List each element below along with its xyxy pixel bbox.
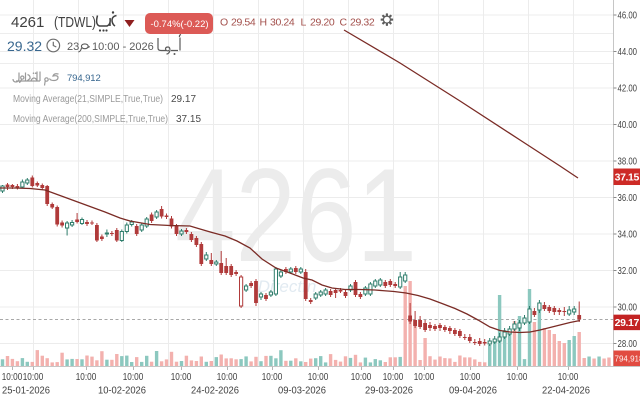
svg-text:37.15: 37.15 bbox=[176, 114, 201, 125]
svg-text:10-02-2026: 10-02-2026 bbox=[98, 386, 146, 397]
svg-text:09-03-2026: 09-03-2026 bbox=[278, 386, 326, 397]
svg-text:30.00: 30.00 bbox=[618, 302, 638, 314]
svg-text:C: C bbox=[340, 17, 348, 29]
svg-text:10:00: 10:00 bbox=[2, 372, 23, 383]
svg-text:10:00: 10:00 bbox=[308, 372, 329, 383]
svg-text:30.24: 30.24 bbox=[270, 17, 295, 29]
svg-text:29.17: 29.17 bbox=[171, 94, 196, 105]
svg-text:10:00: 10:00 bbox=[460, 372, 481, 383]
svg-text:29-03-2026: 29-03-2026 bbox=[365, 386, 413, 397]
svg-text:794,912: 794,912 bbox=[67, 73, 101, 84]
svg-text:22-04-2026: 22-04-2026 bbox=[542, 386, 590, 397]
svg-text:36.00: 36.00 bbox=[618, 192, 638, 204]
svg-text:794,918: 794,918 bbox=[615, 355, 640, 364]
svg-text:O: O bbox=[220, 17, 228, 29]
svg-text:32.00: 32.00 bbox=[618, 265, 638, 277]
svg-text:25-01-2026: 25-01-2026 bbox=[2, 386, 50, 397]
svg-text:44.00: 44.00 bbox=[618, 46, 638, 58]
svg-text:38.00: 38.00 bbox=[618, 156, 638, 168]
svg-text:-0.74%(-0.22): -0.74%(-0.22) bbox=[150, 19, 208, 30]
svg-text:Moving Average(200,SIMPLE,True: Moving Average(200,SIMPLE,True,True) bbox=[13, 114, 168, 125]
svg-text:40.00: 40.00 bbox=[618, 119, 638, 131]
svg-text:L: L bbox=[301, 17, 307, 29]
svg-text:H: H bbox=[260, 17, 267, 29]
svg-text:4261: 4261 bbox=[11, 14, 44, 31]
svg-text:10:00: 10:00 bbox=[351, 372, 372, 383]
svg-text:10:00: 10:00 bbox=[507, 372, 528, 383]
svg-text:10:00: 10:00 bbox=[414, 372, 435, 383]
svg-text:10:00: 10:00 bbox=[76, 372, 97, 383]
svg-text:10:00: 10:00 bbox=[383, 372, 404, 383]
svg-text:09-04-2026: 09-04-2026 bbox=[449, 386, 497, 397]
svg-text:4261: 4261 bbox=[175, 142, 417, 290]
svg-text:29.32: 29.32 bbox=[350, 17, 375, 29]
svg-text:46.00: 46.00 bbox=[618, 10, 638, 22]
svg-text:10:00: 10:00 bbox=[262, 372, 283, 383]
svg-text:37.15: 37.15 bbox=[615, 172, 640, 184]
svg-text:10:00 - 2026: 10:00 - 2026 bbox=[92, 41, 154, 53]
svg-text:42.00: 42.00 bbox=[618, 83, 638, 95]
svg-text:23: 23 bbox=[67, 41, 79, 53]
svg-text:(TDWL): (TDWL) bbox=[54, 14, 96, 31]
svg-text:10:00: 10:00 bbox=[171, 372, 192, 383]
svg-text:10:00: 10:00 bbox=[217, 372, 238, 383]
svg-text:29.20: 29.20 bbox=[310, 17, 335, 29]
svg-text:34.00: 34.00 bbox=[618, 229, 638, 241]
svg-text:Moving Average(21,SIMPLE,True,: Moving Average(21,SIMPLE,True,True) bbox=[13, 94, 163, 105]
svg-text:Directfn: Directfn bbox=[258, 277, 317, 296]
svg-text:10:00: 10:00 bbox=[558, 372, 579, 383]
svg-text:24-02-2026: 24-02-2026 bbox=[191, 386, 239, 397]
svg-text:29.32: 29.32 bbox=[7, 38, 42, 54]
svg-text:10:00: 10:00 bbox=[23, 372, 44, 383]
svg-text:10:00: 10:00 bbox=[123, 372, 144, 383]
svg-text:29.17: 29.17 bbox=[615, 317, 640, 329]
svg-text:28.00: 28.00 bbox=[618, 338, 638, 350]
svg-text:29.54: 29.54 bbox=[231, 17, 256, 29]
